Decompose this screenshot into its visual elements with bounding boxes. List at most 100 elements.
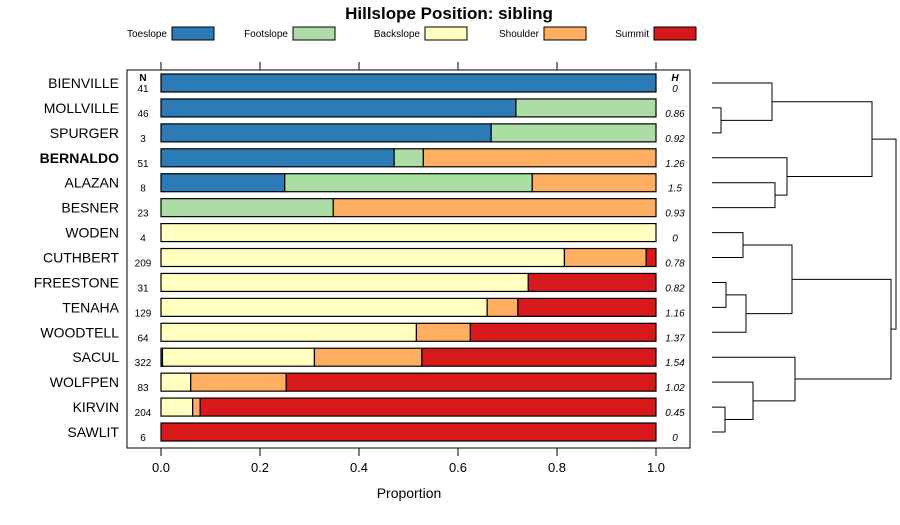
bar-segment-toeslope <box>160 173 286 193</box>
row-n-value: 6 <box>140 433 146 444</box>
dendrogram-root <box>872 138 897 330</box>
row-alazan: ALAZAN 8 1.5 <box>65 173 682 195</box>
bar-segment-summit <box>517 297 657 317</box>
plot-panel <box>126 69 691 449</box>
dendrogram-link-mollville-spurger <box>712 107 722 134</box>
legend-swatch-shoulder <box>543 26 587 41</box>
bar-segment-backslope <box>161 347 316 367</box>
bar-segment-summit <box>527 272 657 293</box>
row-h-value: 0.78 <box>665 259 685 270</box>
row-sawlit: SAWLIT 6 0 <box>67 422 678 444</box>
row-sacul: SACUL 322 1.54 <box>72 347 685 369</box>
row-label: WOLFPEN <box>50 374 119 390</box>
row-besner: BESNER 23 0.93 <box>61 198 685 220</box>
bar-segment-footslope <box>515 98 657 118</box>
dendrogram-link-kirvin-sawlit <box>712 406 726 433</box>
bar-segment-summit <box>160 422 657 442</box>
bar-segment-shoulder <box>415 322 471 342</box>
n-column-header: N <box>139 73 146 84</box>
bar-segment-backslope <box>160 297 488 317</box>
row-label: FREESTONE <box>34 274 119 290</box>
bar-segment-backslope <box>160 322 418 342</box>
row-woodtell: WOODTELL 64 1.37 <box>40 322 685 344</box>
row-label: SPURGER <box>50 125 119 141</box>
row-n-value: 31 <box>137 283 149 294</box>
bar-segment-toeslope <box>160 73 657 93</box>
row-label: SAWLIT <box>67 424 119 440</box>
row-label: BIENVILLE <box>48 75 119 91</box>
row-n-value: 8 <box>140 184 146 195</box>
row-bienville: BIENVILLE 41 0 <box>48 73 678 95</box>
dendrogram-link-woodtell <box>712 294 747 333</box>
row-label: BERNALDO <box>40 150 119 166</box>
bar-segment-backslope <box>160 272 529 293</box>
row-freestone: FREESTONE 31 0.82 <box>34 272 685 294</box>
dendrogram-link-lower-cluster <box>792 278 892 380</box>
legend-label-shoulder: Shoulder <box>499 29 540 40</box>
row-h-value: 1.5 <box>668 184 682 195</box>
dendrogram-link-wolfpen <box>712 381 754 421</box>
bar-segment-shoulder <box>531 173 657 193</box>
row-n-value: 209 <box>135 259 152 270</box>
bar-segment-shoulder <box>332 198 657 218</box>
row-n-value: 204 <box>135 408 152 419</box>
bar-segment-shoulder <box>563 247 647 268</box>
row-h-value: 0 <box>672 234 678 245</box>
row-woden: WODEN 4 0 <box>65 222 678 245</box>
row-label: ALAZAN <box>65 175 119 191</box>
x-tick-label-0: 0.0 <box>152 460 170 475</box>
dendrogram <box>712 82 897 433</box>
row-h-value: 0 <box>672 433 678 444</box>
row-n-value: 41 <box>137 84 149 95</box>
row-n-value: 46 <box>137 109 149 120</box>
h-column-header: H <box>671 73 679 84</box>
row-wolfpen: WOLFPEN 83 1.02 <box>50 372 685 394</box>
row-label: KIRVIN <box>73 399 119 415</box>
bar-segment-shoulder <box>486 297 519 317</box>
bar-segment-summit <box>421 347 657 367</box>
x-tick-label-5: 1.0 <box>647 460 665 475</box>
row-h-value: 1.26 <box>665 159 685 170</box>
x-tick-label-2: 0.4 <box>350 460 368 475</box>
bar-segment-toeslope <box>160 148 395 168</box>
legend-label-toeslope: Toeslope <box>127 29 167 40</box>
bar-segment-footslope <box>284 173 533 193</box>
row-n-value: 129 <box>135 308 152 319</box>
row-n-value: 23 <box>137 209 149 220</box>
legend-swatch-summit <box>653 26 697 41</box>
bar-segment-backslope <box>160 222 657 243</box>
row-tenaha: TENAHA 129 1.16 <box>62 297 685 319</box>
row-spurger: SPURGER 3 0.92 <box>50 123 685 145</box>
bar-segment-summit <box>199 397 657 417</box>
bar-rows: BIENVILLE 41 0 MOLLVILLE 46 0.86 SPURGER 3 0.92 B… <box>34 73 685 444</box>
x-tick-label-3: 0.6 <box>449 460 467 475</box>
bar-segment-summit <box>285 372 657 392</box>
row-h-value: 0.93 <box>665 209 685 220</box>
dendrogram-link-alazan-besner <box>712 182 776 209</box>
x-axis: 0.0 0.2 0.4 0.6 0.8 1.0 <box>152 448 665 475</box>
row-h-value: 1.16 <box>665 308 685 319</box>
row-label: TENAHA <box>62 299 119 315</box>
bar-segment-shoulder <box>190 372 287 392</box>
bar-segment-footslope <box>160 198 334 218</box>
bar-segment-backslope <box>160 247 566 268</box>
row-label: SACUL <box>72 349 119 365</box>
row-h-value: 0.45 <box>665 408 685 419</box>
x-tick-label-1: 0.2 <box>251 460 269 475</box>
legend-label-footslope: Footslope <box>244 29 288 40</box>
row-label: BESNER <box>61 200 119 216</box>
row-n-value: 3 <box>140 134 146 145</box>
top-axis-ticks <box>160 62 657 70</box>
bar-segment-summit <box>645 247 657 268</box>
legend-label-summit: Summit <box>615 29 649 40</box>
bar-segment-toeslope <box>160 123 492 143</box>
row-label: CUTHBERT <box>43 250 119 266</box>
row-h-value: 0.92 <box>665 134 685 145</box>
bar-segment-shoulder <box>192 397 201 417</box>
legend-swatch-backslope <box>424 26 468 41</box>
row-mollville: MOLLVILLE 46 0.86 <box>44 98 685 120</box>
legend: Toeslope Footslope Backslope Shoulder Summit <box>127 26 697 41</box>
row-bernaldo: BERNALDO 51 1.26 <box>40 148 685 170</box>
